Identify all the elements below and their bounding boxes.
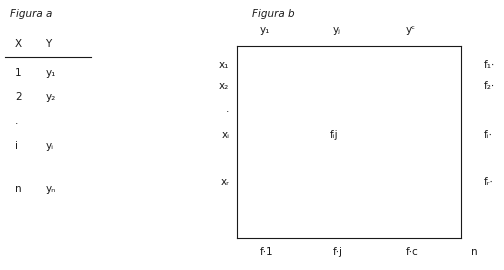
Text: Figura a: Figura a	[10, 9, 52, 19]
Text: 2: 2	[15, 92, 22, 102]
Text: Figura b: Figura b	[252, 9, 295, 19]
Text: y₂: y₂	[45, 92, 55, 102]
Text: xᵣ: xᵣ	[220, 177, 229, 187]
Text: 1: 1	[15, 68, 22, 78]
Text: Y: Y	[45, 39, 51, 49]
Text: y₁: y₁	[45, 68, 56, 78]
Text: fᵢj: fᵢj	[330, 130, 339, 140]
Text: yᶜ: yᶜ	[406, 25, 416, 35]
Text: f₁⋅: f₁⋅	[484, 60, 495, 70]
Text: fᵣ⋅: fᵣ⋅	[484, 177, 493, 187]
Text: f⋅1: f⋅1	[260, 247, 273, 258]
Text: n: n	[15, 184, 22, 194]
Text: x₂: x₂	[219, 81, 229, 92]
Text: y₁: y₁	[260, 25, 270, 35]
Text: n: n	[471, 247, 478, 258]
Text: f⋅c: f⋅c	[406, 247, 418, 258]
Text: yᵢ: yᵢ	[45, 141, 53, 151]
Text: i: i	[15, 141, 18, 151]
Text: fᵢ⋅: fᵢ⋅	[484, 130, 493, 140]
Text: .: .	[15, 116, 19, 127]
Text: f₂⋅: f₂⋅	[484, 81, 495, 92]
Text: f⋅j: f⋅j	[333, 247, 343, 258]
Text: xᵢ: xᵢ	[221, 130, 229, 140]
Text: .: .	[226, 104, 229, 114]
Text: yₙ: yₙ	[45, 184, 55, 194]
Text: yⱼ: yⱼ	[333, 25, 341, 35]
Text: x₁: x₁	[219, 60, 229, 70]
Text: X: X	[15, 39, 22, 49]
